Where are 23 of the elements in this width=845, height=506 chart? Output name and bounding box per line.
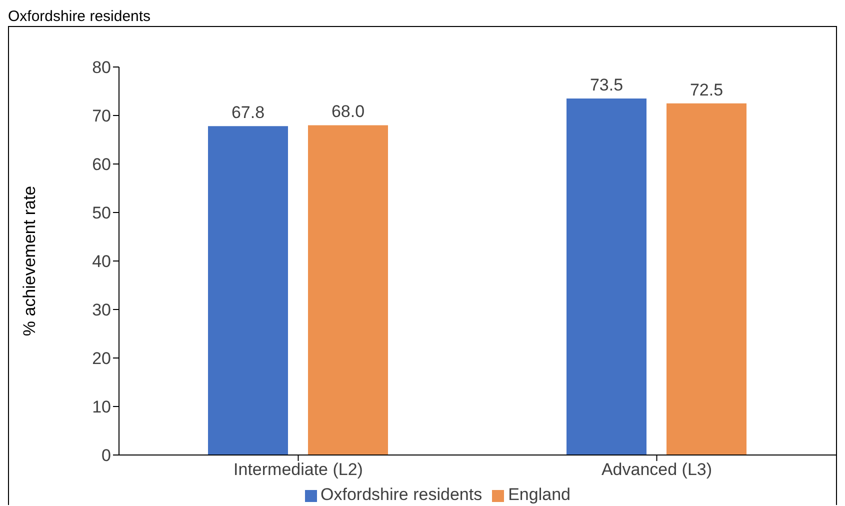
data-label: 67.8 bbox=[231, 103, 265, 122]
y-tick-label: 70 bbox=[92, 106, 111, 126]
y-tick-label: 80 bbox=[92, 58, 111, 78]
bar bbox=[208, 126, 288, 455]
bar bbox=[666, 103, 746, 455]
data-label: 73.5 bbox=[590, 76, 624, 95]
bar bbox=[308, 125, 388, 455]
legend-label: Oxfordshire residents bbox=[320, 485, 482, 504]
data-label: 68.0 bbox=[331, 102, 365, 122]
y-tick-label: 40 bbox=[92, 252, 111, 272]
x-tick-label: Advanced (L3) bbox=[601, 460, 712, 480]
y-tick-label: 60 bbox=[92, 155, 111, 174]
y-axis-title: % achievement rate bbox=[20, 186, 40, 336]
legend-label: England bbox=[508, 485, 570, 504]
y-tick-label: 10 bbox=[92, 398, 111, 417]
chart-title: Oxfordshire residents bbox=[8, 8, 152, 26]
y-tick-label: 0 bbox=[102, 446, 111, 466]
y-tick-label: 20 bbox=[92, 349, 111, 368]
y-tick-label: 50 bbox=[92, 204, 111, 223]
y-tick-label: 30 bbox=[92, 300, 111, 320]
bar bbox=[566, 98, 646, 455]
data-label: 72.5 bbox=[690, 80, 724, 100]
x-tick-label: Intermediate (L2) bbox=[234, 460, 363, 480]
